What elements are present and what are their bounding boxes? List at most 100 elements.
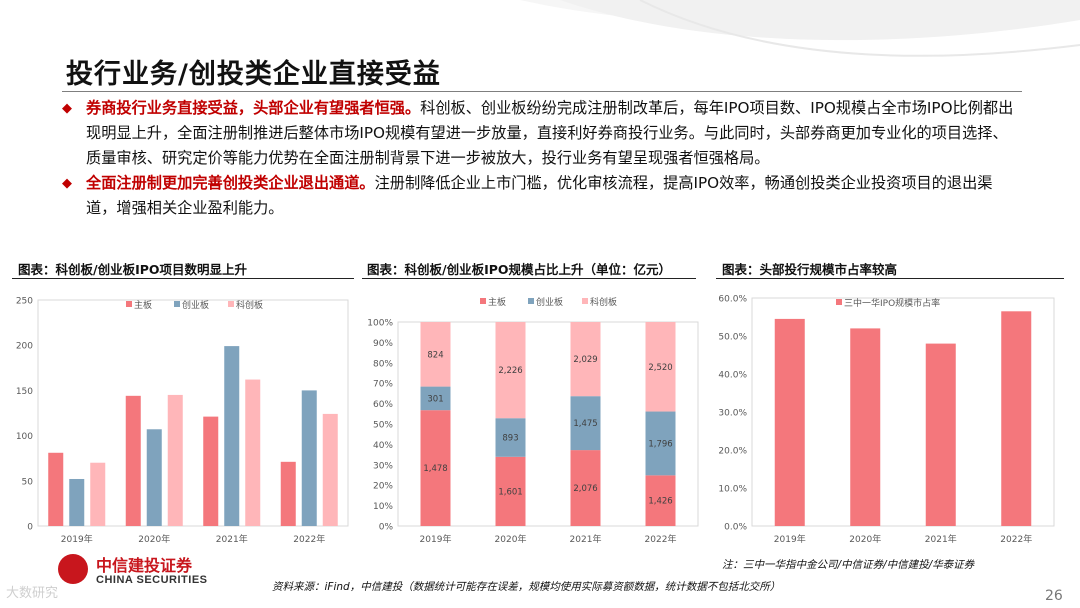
stacked-bar-科创板 — [420, 322, 451, 387]
legend-label: 主板 — [488, 296, 506, 308]
data-label: 301 — [427, 394, 443, 404]
bar-创业板 — [69, 478, 85, 526]
data-label: 893 — [502, 434, 518, 444]
x-tick-label: 2022年 — [293, 533, 325, 545]
chart2-title: 图表：科创板/创业板IPO规模占比上升（单位：亿元） — [367, 262, 672, 277]
chart-ipo-scale-share: 0% 10% 20% 30% 40% 50% 60% 70% 80% 90% 100% 2019年 20… — [367, 296, 699, 545]
data-label: 2,520 — [648, 363, 672, 373]
y-tick-label: 30.0% — [718, 409, 747, 419]
bar-market-share — [1001, 311, 1032, 526]
data-label: 1,601 — [498, 487, 522, 497]
y-tick-label: 10.0% — [718, 485, 747, 495]
bullet-lead: 全面注册制更加完善创投类企业退出通道。 — [86, 174, 375, 192]
y-tick-label: 50% — [373, 421, 393, 431]
bar-创业板 — [146, 429, 162, 526]
stacked-bar-科创板 — [495, 322, 526, 419]
y-tick-label: 250 — [16, 297, 33, 307]
legend-swatch — [582, 298, 588, 304]
x-tick-label: 2019年 — [774, 533, 806, 545]
stacked-bar-创业板 — [570, 396, 601, 451]
bar-科创板 — [245, 379, 261, 526]
logo-chinese-name: 中信建投证券 — [96, 556, 193, 575]
legend-swatch — [836, 299, 842, 305]
bar-market-share — [925, 343, 956, 526]
stacked-bar-主板 — [570, 450, 601, 526]
stacked-bar-主板 — [645, 475, 676, 526]
y-tick-label: 20.0% — [718, 447, 747, 457]
y-tick-label: 0% — [379, 523, 394, 533]
y-tick-label: 60% — [373, 400, 393, 410]
y-tick-label: 80% — [373, 359, 393, 369]
bar-创业板 — [301, 390, 317, 526]
legend-swatch — [174, 301, 180, 307]
legend-swatch — [480, 298, 486, 304]
bullet-text: 科创板、创业板纷纷完成注册制改革后，每年IPO项目数、IPO规模占全市场IPO比… — [86, 99, 1014, 167]
x-tick-label: 2020年 — [849, 533, 881, 545]
bar-主板 — [280, 461, 296, 526]
y-tick-label: 0 — [27, 523, 33, 533]
y-tick-label: 70% — [373, 380, 393, 390]
x-tick-label: 2019年 — [420, 533, 452, 545]
bar-market-share — [774, 318, 805, 526]
y-tick-label: 50 — [22, 477, 34, 487]
data-label: 824 — [427, 350, 443, 360]
y-tick-label: 50.0% — [718, 333, 747, 343]
y-tick-label: 100% — [367, 319, 393, 329]
x-tick-label: 2022年 — [645, 533, 677, 545]
chart-ipo-count: 0 50 100 150 200 250 2019年 2020年 2021年 2022年 主板 创业板… — [16, 297, 349, 545]
chart2-title-rule — [362, 278, 696, 279]
stacked-bar-主板 — [495, 456, 526, 526]
title-divider — [62, 91, 1022, 92]
stacked-bar-创业板 — [420, 386, 451, 411]
y-tick-label: 30% — [373, 461, 393, 471]
chart3-note: 注：三中一华指中金公司/中信证券/中信建投/华泰证券 — [722, 559, 975, 571]
bar-主板 — [203, 416, 219, 526]
y-tick-label: 200 — [16, 342, 33, 352]
legend-swatch — [126, 301, 132, 307]
x-tick-label: 2020年 — [138, 533, 170, 545]
legend-label: 科创板 — [236, 299, 263, 311]
chart1-title: 图表：科创板/创业板IPO项目数明显上升 — [18, 262, 248, 277]
chart3-title: 图表：头部投行规模市占率较高 — [722, 262, 898, 277]
y-tick-label: 90% — [373, 339, 393, 349]
chart1-title-rule — [12, 278, 354, 279]
stacked-bar-科创板 — [570, 322, 601, 397]
stacked-bar-主板 — [420, 410, 451, 526]
data-label: 2,029 — [573, 355, 597, 365]
watermark: 大数研究 — [6, 586, 59, 601]
legend-label: 创业板 — [182, 299, 209, 311]
y-tick-label: 100 — [16, 432, 33, 442]
company-logo: 中信建投证券 CHINA SECURITIES — [58, 552, 248, 596]
plot-area — [397, 321, 699, 527]
plot-area — [37, 299, 349, 527]
data-label: 1,426 — [648, 497, 672, 507]
x-tick-label: 2019年 — [61, 533, 93, 545]
data-label: 1,475 — [573, 419, 597, 429]
x-tick-label: 2021年 — [570, 533, 602, 545]
page-title: 投行业务/创投类企业直接受益 — [66, 59, 441, 90]
x-tick-label: 2020年 — [495, 533, 527, 545]
page-number: 26 — [1045, 588, 1063, 604]
diamond-bullet-icon: ◆ — [62, 176, 72, 191]
x-tick-label: 2021年 — [925, 533, 957, 545]
chart3-title-rule — [716, 278, 1064, 279]
data-label: 2,076 — [573, 484, 597, 494]
diamond-bullet-icon: ◆ — [62, 101, 72, 116]
y-tick-label: 60.0% — [718, 295, 747, 305]
source-note: 资料来源：iFind，中信建投（数据统计可能存在误差，规模均使用实际募资额数据，… — [272, 581, 781, 593]
logo-english-name: CHINA SECURITIES — [96, 574, 208, 586]
plot-area — [751, 297, 1055, 527]
bullet-item: ◆ 全面注册制更加完善创投类企业退出通道。注册制降低企业上市门槛，优化审核流程，… — [62, 171, 1022, 221]
legend-label: 创业板 — [536, 296, 563, 308]
y-tick-label: 150 — [16, 387, 33, 397]
y-tick-label: 20% — [373, 482, 393, 492]
bar-market-share — [850, 328, 881, 526]
bar-创业板 — [224, 346, 240, 526]
legend-swatch — [228, 301, 234, 307]
stacked-bar-创业板 — [495, 418, 526, 457]
data-label: 1,796 — [648, 439, 672, 449]
y-tick-label: 40.0% — [718, 371, 747, 381]
chart-top-bank-share: 0.0% 10.0% 20.0% 30.0% 40.0% 50.0% 60.0% 2019年 2… — [718, 295, 1055, 545]
legend-label: 科创板 — [590, 296, 617, 308]
bullet-lead: 券商投行业务直接受益，头部企业有望强者恒强。 — [86, 99, 421, 117]
